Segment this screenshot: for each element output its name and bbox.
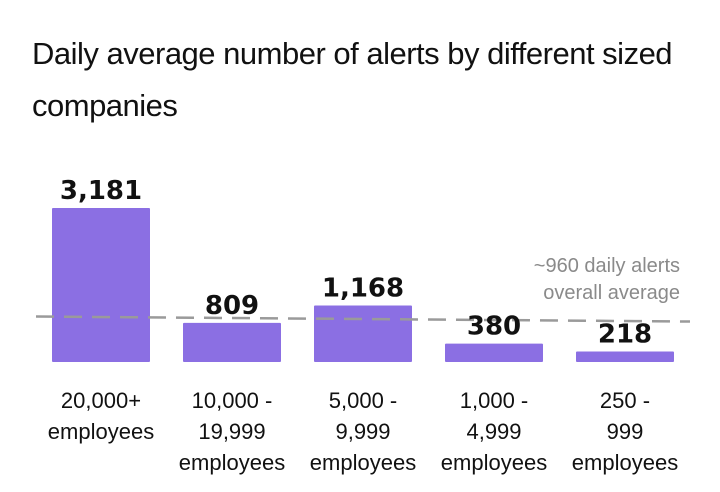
category-label-2-line-0: 5,000 - (329, 388, 398, 413)
bar-value-label-3: 380 (467, 312, 521, 342)
bar-4 (576, 351, 674, 362)
average-label-line-0: ~960 daily alerts (534, 255, 680, 277)
category-label-0-line-1: employees (48, 419, 154, 444)
category-label-2-line-1: 9,999 (335, 419, 390, 444)
bar-value-label-2: 1,168 (322, 273, 404, 303)
category-label-1-line-1: 19,999 (198, 419, 265, 444)
category-label-3-line-2: employees (441, 450, 547, 475)
bar-value-label-1: 809 (205, 291, 259, 321)
average-reference-line (35, 315, 691, 323)
category-label-4-line-0: 250 - (600, 388, 650, 413)
bar-2 (314, 305, 412, 362)
category-label-2-line-2: employees (310, 450, 416, 475)
bar-value-label-4: 218 (598, 319, 652, 349)
category-label-1-line-0: 10,000 - (192, 388, 273, 413)
chart-title: Daily average number of alerts by differ… (32, 36, 673, 123)
bar-value-label-0: 3,181 (60, 176, 142, 206)
category-label-0-line-0: 20,000+ (61, 388, 141, 413)
bar-0 (52, 208, 150, 362)
category-label-4-line-2: employees (572, 450, 678, 475)
bar-1 (183, 322, 281, 362)
average-label-line-1: overall average (543, 282, 680, 304)
category-label-4-line-1: 999 (607, 419, 644, 444)
category-label-3-line-1: 4,999 (466, 419, 521, 444)
bar-3 (445, 343, 543, 362)
category-label-3-line-0: 1,000 - (460, 388, 529, 413)
category-label-1-line-2: employees (179, 450, 285, 475)
